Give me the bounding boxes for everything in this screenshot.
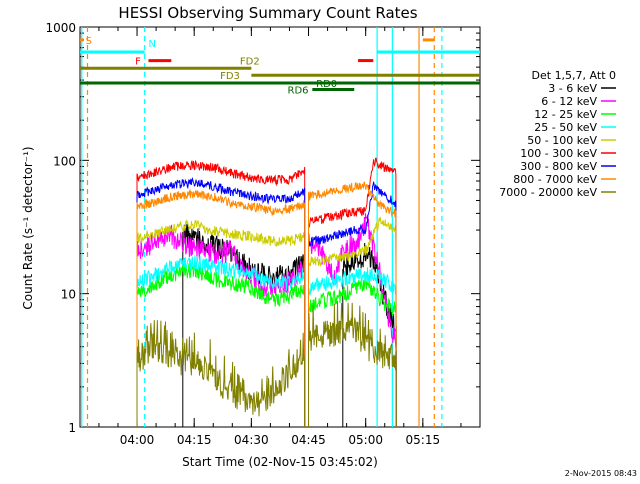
- series-line-800-7000-kev: [136, 188, 306, 427]
- y-axis-label: Count Rate (s⁻¹ detector⁻¹): [21, 146, 35, 309]
- series-line-50-100-kev: [136, 219, 306, 427]
- legend-label-300-800-kev: 300 - 800 keV: [520, 160, 597, 173]
- x-tick-label: 05:15: [406, 433, 441, 447]
- x-tick-label: 04:00: [120, 433, 155, 447]
- legend-label-50-100-kev: 50 - 100 keV: [527, 134, 597, 147]
- series-line-300-800-kev: [308, 181, 397, 428]
- series-line-50-100-kev: [308, 216, 397, 428]
- plot-frame: [79, 26, 481, 428]
- legend-label-7000-20000-kev: 7000 - 20000 keV: [499, 186, 597, 199]
- legend-title: Det 1,5,7, Att 0: [532, 69, 616, 82]
- flag-label-f: F: [135, 57, 141, 68]
- x-tick-label: 05:00: [348, 433, 383, 447]
- legend-label-100-300-kev: 100 - 300 keV: [520, 147, 597, 160]
- series-line-12-25-kev: [136, 263, 306, 427]
- series-line-25-50-kev: [136, 255, 306, 427]
- series-line-100-300-kev: [308, 157, 397, 428]
- x-tick-label: 04:30: [234, 433, 269, 447]
- plot-area: 1 10 100 1000 04:00 04:15 04:30 04:45 05:00 05:15…: [45, 21, 481, 447]
- legend-label-12-25-kev: 12 - 25 keV: [534, 108, 597, 121]
- series-line-25-50-kev: [308, 267, 397, 428]
- flag-label-fd3: FD3: [220, 71, 240, 82]
- flag-label-rd0: RD0: [316, 79, 337, 90]
- x-axis-label: Start Time (02-Nov-15 03:45:02): [182, 455, 378, 469]
- flag-label-s: S: [86, 36, 92, 47]
- legend-label-3-6-kev: 3 - 6 keV: [548, 82, 597, 95]
- legend-label-6-12-kev: 6 - 12 keV: [541, 95, 597, 108]
- series-line-800-7000-kev: [308, 181, 397, 428]
- chart-title: HESSI Observing Summary Count Rates: [118, 4, 417, 22]
- flag-label-rd6: RD6: [288, 85, 309, 96]
- flag-label-n: N: [148, 39, 155, 50]
- y-tick-label: 10: [61, 288, 76, 302]
- y-tick-label: 1000: [45, 21, 76, 35]
- series-line-100-300-kev: [136, 159, 306, 427]
- footer-timestamp: 2-Nov-2015 08:43: [565, 469, 637, 478]
- flag-label-fd2: FD2: [240, 56, 260, 67]
- x-tick-label: 04:15: [177, 433, 212, 447]
- legend-label-25-50-kev: 25 - 50 keV: [534, 121, 597, 134]
- series-line-12-25-kev: [308, 275, 397, 428]
- x-tick-label: 04:45: [291, 433, 326, 447]
- legend-label-800-7000-kev: 800 - 7000 keV: [513, 173, 597, 186]
- y-tick-label: 100: [53, 154, 76, 168]
- series-line-7000-20000-kev: [308, 300, 397, 428]
- series-line-300-800-kev: [136, 176, 306, 427]
- y-tick-label: 1: [68, 421, 76, 435]
- series-line-7000-20000-kev: [136, 320, 306, 427]
